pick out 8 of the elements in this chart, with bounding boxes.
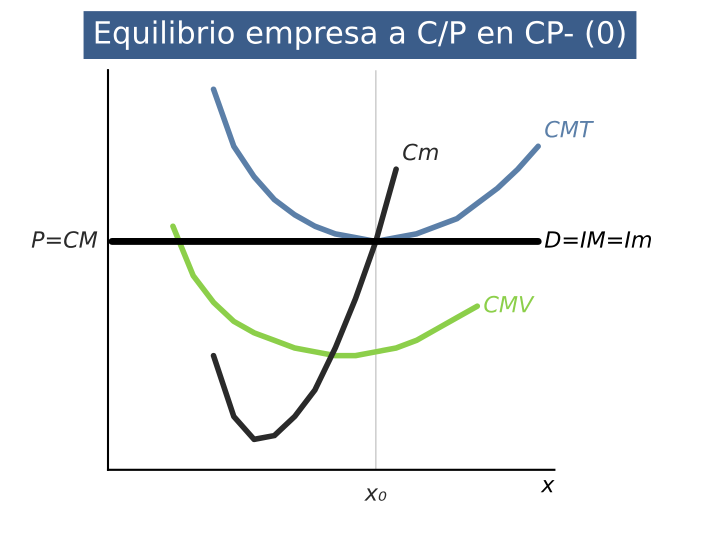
series-label: CMV — [484, 296, 535, 313]
chart-title: Equilibrio empresa a C/P en CP- (0) — [96, 20, 625, 50]
series-label: Cm — [403, 144, 438, 160]
text: P=CM — [32, 231, 98, 248]
series-label: D=IM=Im — [544, 231, 652, 248]
series-label: CMT — [545, 120, 594, 138]
x-axis-title: x — [540, 480, 555, 492]
text: x₀ — [364, 488, 386, 501]
